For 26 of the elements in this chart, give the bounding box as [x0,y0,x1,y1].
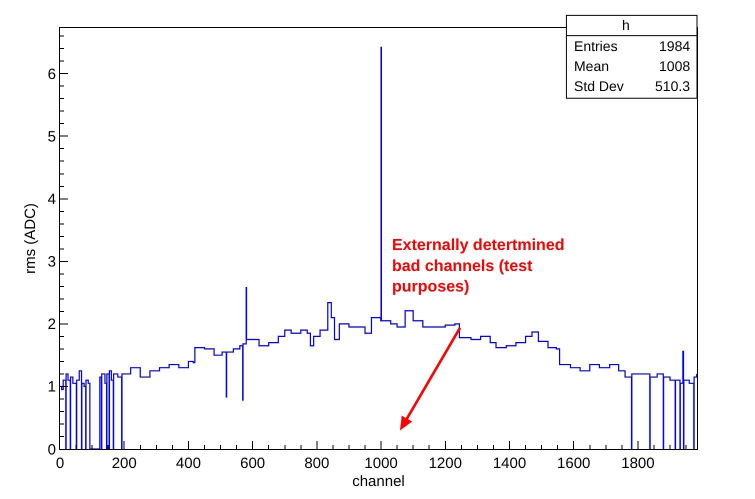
x-tick-label: 600 [240,455,266,472]
y-axis-title: rms (ADC) [22,203,39,274]
x-tick-label: 200 [112,455,137,472]
annotation: Mean [574,58,610,74]
x-tick-label: 1800 [621,455,655,472]
annotation: h [622,17,630,33]
y-tick-label: 1 [48,378,56,396]
y-tick-label: 0 [48,441,56,458]
x-tick-label: 800 [304,455,330,472]
annotation: Entries [574,38,618,54]
annotation: Std Dev [574,78,624,94]
annotation: Externally detertmined bad channels (test purposes) [392,237,564,296]
annotation: 1008 [659,58,690,74]
y-tick-label: 6 [48,66,56,83]
y-tick-label: 3 [48,254,56,271]
x-axis-title: channel [352,473,405,490]
annotation: 1984 [659,38,690,54]
x-tick-label: 1000 [364,455,398,472]
annotation: 510.3 [655,78,690,94]
x-tick-label: 1600 [557,455,590,472]
y-tick-label: 5 [48,128,56,146]
y-tick-label: 2 [48,316,56,334]
x-tick-label: 1400 [492,455,526,472]
x-tick-label: 1200 [428,455,462,472]
y-tick-label: 4 [48,191,56,208]
x-tick-label: 400 [176,455,201,472]
